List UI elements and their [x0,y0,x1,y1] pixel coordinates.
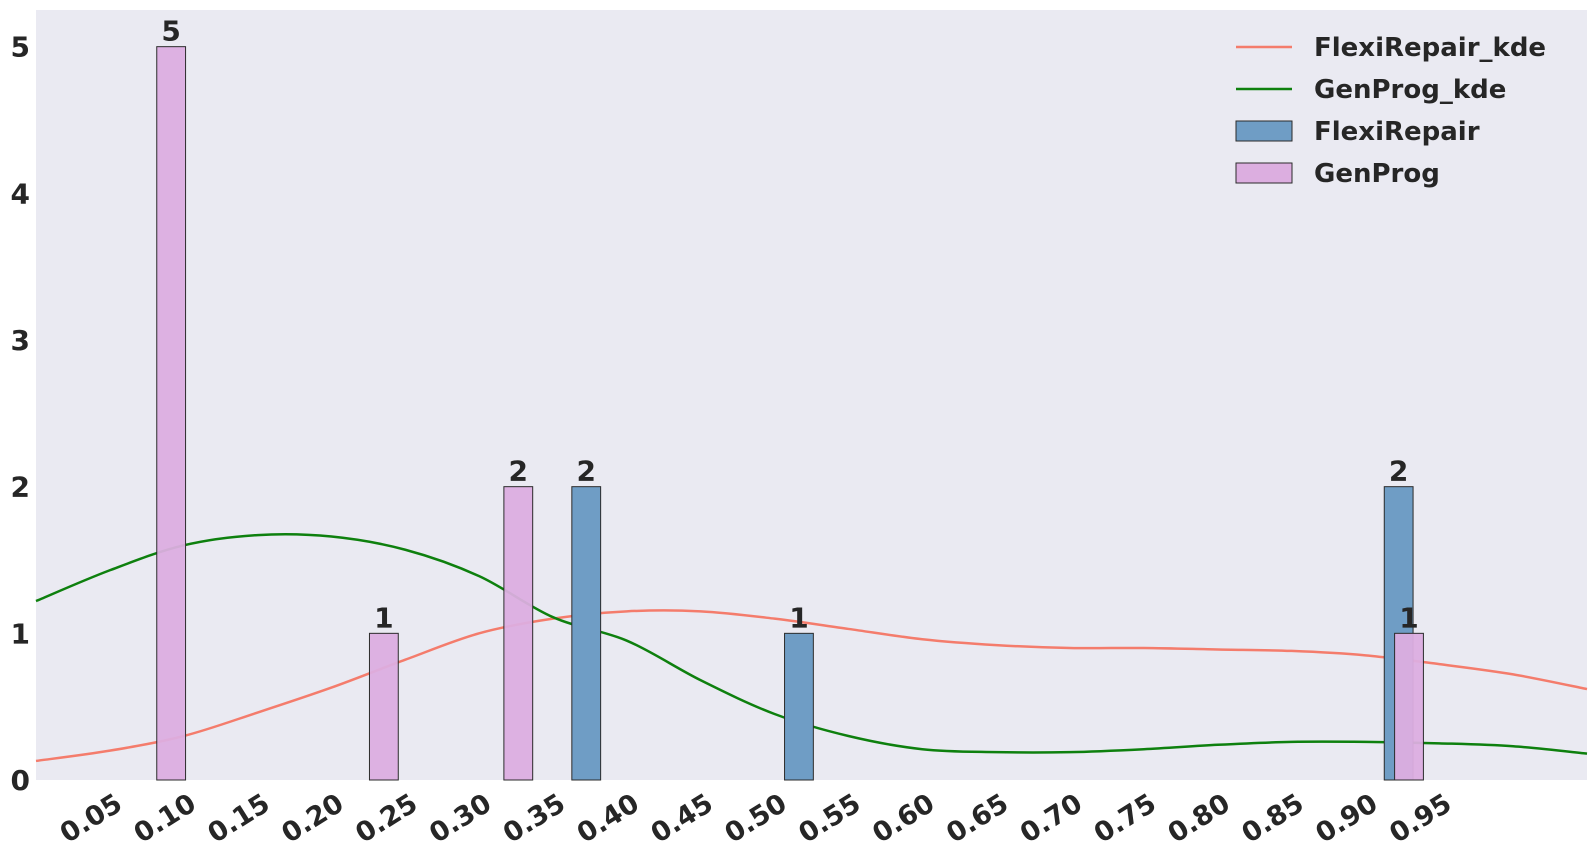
bar-flexirepair-0 [571,486,602,781]
x-tick-label: 0.10 [129,788,202,850]
x-tick-label: 0.15 [203,788,276,850]
bar-value-labels: 2 1 2 5 1 2 1 [161,15,1418,635]
legend-label: FlexiRepair_kde [1314,33,1546,63]
y-tick-label: 0 [11,764,30,797]
bar-value-label: 2 [576,455,595,488]
legend-patch-swatch [1235,162,1293,184]
legend-label: GenProg [1314,159,1440,189]
bar-genprog-2 [503,486,534,781]
y-tick-label: 3 [11,324,30,357]
bar-flexirepair-1 [784,632,814,781]
y-tick-label: 2 [11,471,30,504]
bar-genprog-0 [156,46,187,781]
bar-genprog-1 [368,632,399,781]
x-tick-label: 0.60 [867,788,940,850]
y-tick-label: 4 [11,177,30,210]
x-tick-label: 0.85 [1237,788,1310,850]
legend-label: FlexiRepair [1314,117,1480,147]
kde-line-flexirepair-kde [35,609,1588,763]
bar-value-label: 5 [161,15,180,48]
legend-patch-swatch [1235,120,1293,142]
bars [156,46,1424,781]
bar-value-label: 1 [789,601,808,634]
x-tick-label: 0.40 [572,788,645,850]
x-tick-label: 0.50 [720,788,793,850]
y-axis-ticks: 0 1 2 3 4 5 [11,31,30,797]
y-tick-label: 5 [11,31,30,64]
bar-value-label: 2 [1389,455,1408,488]
x-tick-label: 0.05 [55,788,128,850]
legend: FlexiRepair_kde GenProg_kde FlexiRepair Gen… [1235,33,1546,189]
x-tick-label: 0.25 [350,788,423,850]
x-tick-label: 0.95 [1384,788,1457,850]
x-tick-label: 0.75 [1089,788,1162,850]
x-tick-label: 0.30 [424,788,497,850]
x-tick-label: 0.80 [1163,788,1236,850]
bar-value-label: 2 [509,455,528,488]
bar-value-label: 1 [374,601,393,634]
x-tick-label: 0.35 [498,788,571,850]
x-axis-ticks: 0.05 0.10 0.15 0.20 0.25 0.30 0.35 0.40 0.45 0.50… [55,788,1457,850]
x-tick-label: 0.65 [941,788,1014,850]
y-tick-label: 1 [11,617,30,650]
x-tick-label: 0.20 [276,788,349,850]
x-tick-label: 0.70 [1015,788,1088,850]
bar-value-label: 1 [1399,601,1418,634]
x-tick-label: 0.45 [646,788,719,850]
x-tick-label: 0.55 [793,788,866,850]
legend-label: GenProg_kde [1314,75,1506,105]
x-tick-label: 0.90 [1310,788,1383,850]
bar-genprog-3 [1394,632,1424,781]
